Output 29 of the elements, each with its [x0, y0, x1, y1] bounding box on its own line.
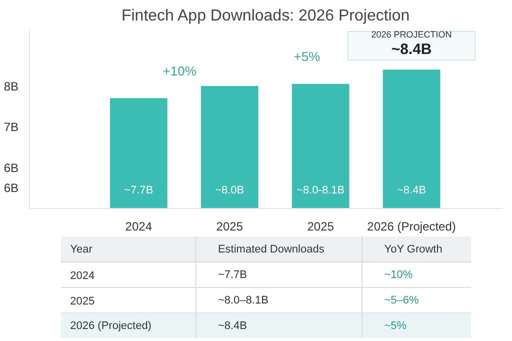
x-tick-label: 2025	[216, 220, 244, 234]
text: ~8.4B	[218, 320, 248, 332]
text: ~7.7B	[218, 268, 248, 281]
data-label: ~8.4B	[397, 184, 426, 196]
text: ~8.0–8.1B	[218, 294, 268, 306]
text: 2026 (Projected)	[70, 320, 152, 332]
text: Year	[70, 243, 93, 256]
data-label: ~7.7B	[124, 184, 154, 196]
annotation: +5%	[294, 49, 321, 64]
text: ~5%	[384, 320, 407, 332]
annotation: +10%	[162, 63, 197, 78]
y-tick-label: 6B	[4, 160, 19, 175]
data-label: ~8.0-8.1B	[296, 184, 345, 196]
text: YoY Growth	[384, 243, 442, 256]
x-tick-label: 2024	[125, 220, 152, 234]
x-tick-label: 2025	[307, 220, 334, 234]
text: 2025	[70, 295, 95, 308]
annotation: 2026 PROJECTION	[371, 30, 452, 40]
text: 2024	[70, 270, 95, 282]
annotation: ~8.4B	[391, 40, 432, 58]
x-tick-label: 2026 (Projected)	[367, 220, 456, 234]
text: Estimated Downloads	[218, 243, 325, 256]
text: ~10%	[384, 268, 413, 281]
y-tick-label: 7B	[4, 120, 19, 134]
y-tick-label: 6B	[4, 181, 19, 196]
text: ~5–6%	[384, 294, 420, 306]
chart-title: Fintech App Downloads: 2026 Projection	[121, 8, 410, 24]
data-label: ~8.0B	[215, 184, 244, 196]
y-tick-label: 8B	[4, 79, 19, 94]
